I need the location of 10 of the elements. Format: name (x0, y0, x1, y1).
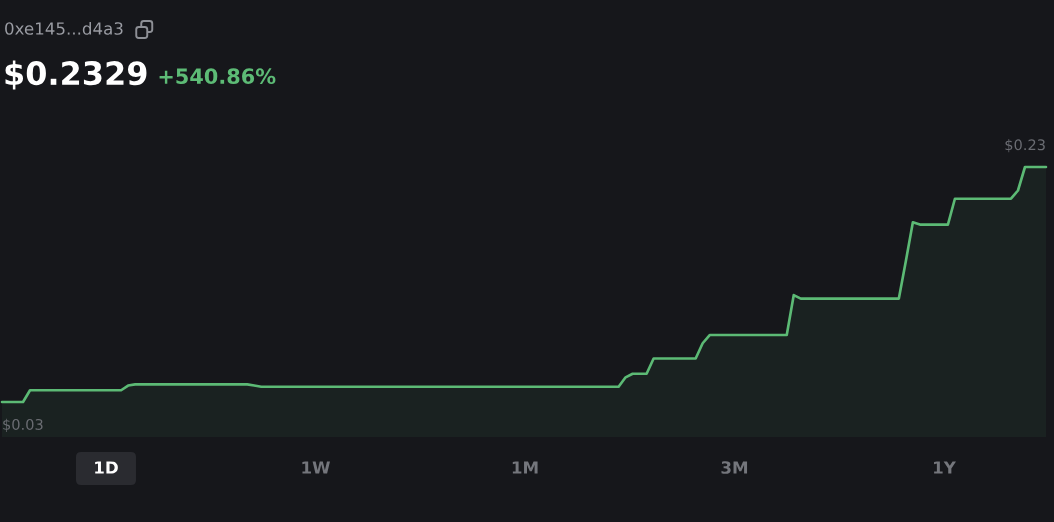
text: 3M (721, 461, 748, 474)
text: 1D (95, 461, 118, 474)
data-label: $0.23 (1005, 139, 1045, 153)
text: 0xe145...d4a3 (5, 21, 123, 35)
chart-title: $0.2329 (5, 60, 147, 90)
text: 1M (512, 461, 538, 474)
text: 1Y (934, 461, 956, 474)
text: 1W (302, 461, 330, 474)
data-label: $0.03 (3, 418, 43, 432)
chart-subtitle: +540.86% (159, 68, 276, 85)
